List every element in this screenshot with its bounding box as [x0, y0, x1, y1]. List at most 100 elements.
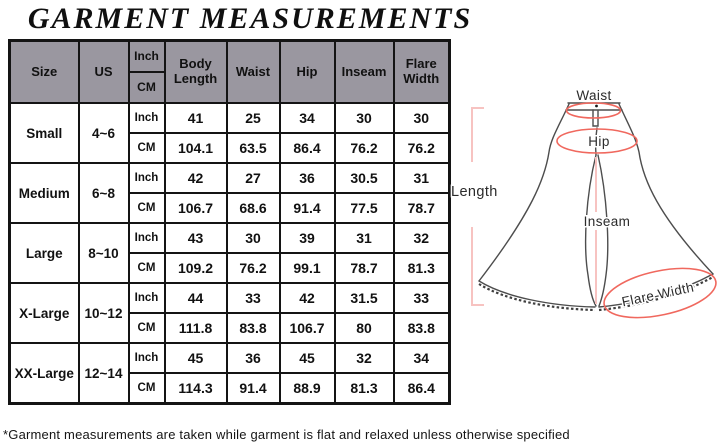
- us-size-value: 6~8: [77, 162, 130, 224]
- cell-value: 83.8: [392, 312, 451, 344]
- table-row-large-inch: Large 8~10 Inch 43 30 39 31 32: [8, 222, 451, 284]
- table-header-row: Size US Inch CM Body Length Waist Hip In…: [8, 39, 451, 104]
- col-header-us: US: [77, 39, 130, 104]
- garment-diagram: Waist Hip Length Inseam Flare Width: [450, 87, 717, 319]
- cell-value: 33: [392, 282, 451, 314]
- hip-label: Hip: [588, 134, 609, 149]
- cell-value: 86.4: [392, 372, 451, 405]
- cell-value: 106.7: [163, 192, 228, 224]
- unit-label-cm: CM: [127, 312, 166, 344]
- col-header-unit: Inch CM: [127, 39, 166, 104]
- cell-value: 68.6: [225, 192, 281, 224]
- pants-outline-icon: [478, 102, 714, 308]
- size-label: Medium: [8, 162, 80, 224]
- col-header-inseam: Inseam: [333, 39, 395, 104]
- length-bracket-icon: [471, 107, 484, 306]
- cell-value: 76.2: [225, 252, 281, 284]
- cell-value: 31: [392, 162, 451, 194]
- cell-value: 63.5: [225, 132, 281, 164]
- page-title: GARMENT MEASUREMENTS: [27, 2, 473, 35]
- cell-value: 45: [163, 342, 228, 374]
- cell-value: 81.3: [392, 252, 451, 284]
- unit-label-inch: Inch: [127, 342, 166, 374]
- unit-header-cm: CM: [137, 79, 156, 94]
- cell-value: 81.3: [333, 372, 395, 405]
- unit-label-inch: Inch: [127, 282, 166, 314]
- cell-value: 45: [278, 342, 336, 374]
- unit-label-cm: CM: [127, 372, 166, 405]
- cell-value: 30.5: [333, 162, 395, 194]
- cell-value: 34: [392, 342, 451, 374]
- cell-value: 104.1: [163, 132, 228, 164]
- table-row-xxlarge-inch: XX-Large 12~14 Inch 45 36 45 32 34: [8, 342, 451, 405]
- cell-value: 25: [225, 102, 281, 134]
- cell-value: 43: [163, 222, 228, 254]
- cell-value: 83.8: [225, 312, 281, 344]
- hem-ruffle-icon: [478, 276, 714, 312]
- cell-value: 33: [225, 282, 281, 314]
- cell-value: 78.7: [392, 192, 451, 224]
- cell-value: 36: [278, 162, 336, 194]
- length-label: Length: [451, 184, 498, 200]
- unit-label-inch: Inch: [127, 102, 166, 134]
- cell-value: 111.8: [163, 312, 228, 344]
- cell-value: 31.5: [333, 282, 395, 314]
- waist-label: Waist: [576, 88, 611, 103]
- unit-header-inch: Inch: [129, 42, 164, 73]
- unit-label-cm: CM: [127, 192, 166, 224]
- col-header-flare-width: Flare Width: [392, 39, 451, 104]
- table-row-medium-inch: Medium 6~8 Inch 42 27 36 30.5 31: [8, 162, 451, 224]
- hip-ellipse-icon: [556, 128, 638, 154]
- cell-value: 86.4: [278, 132, 336, 164]
- cell-value: 76.2: [333, 132, 395, 164]
- cell-value: 30: [333, 102, 395, 134]
- unit-label-inch: Inch: [127, 162, 166, 194]
- cell-value: 39: [278, 222, 336, 254]
- unit-split-cell: Inch CM: [129, 42, 164, 102]
- garment-measurements-table: Size US Inch CM Body Length Waist Hip In…: [8, 39, 451, 405]
- cell-value: 80: [333, 312, 395, 344]
- cell-value: 99.1: [278, 252, 336, 284]
- size-label: Small: [8, 102, 80, 164]
- waist-ellipse-icon: [565, 102, 622, 119]
- cell-value: 77.5: [333, 192, 395, 224]
- size-label: XX-Large: [8, 342, 80, 405]
- col-header-hip: Hip: [278, 39, 336, 104]
- cell-value: 36: [225, 342, 281, 374]
- size-label: X-Large: [8, 282, 80, 344]
- us-size-value: 8~10: [77, 222, 130, 284]
- waistband-button-icon: [595, 104, 598, 108]
- cell-value: 32: [333, 342, 395, 374]
- size-label: Large: [8, 222, 80, 284]
- cell-value: 34: [278, 102, 336, 134]
- cell-value: 88.9: [278, 372, 336, 405]
- cell-value: 109.2: [163, 252, 228, 284]
- footnote: *Garment measurements are taken while ga…: [3, 427, 570, 442]
- us-size-value: 4~6: [77, 102, 130, 164]
- us-size-value: 10~12: [77, 282, 130, 344]
- us-size-value: 12~14: [77, 342, 130, 405]
- cell-value: 27: [225, 162, 281, 194]
- col-header-body-length: Body Length: [163, 39, 228, 104]
- table-row-medium-cm: CM 106.7 68.6 91.4 77.5 78.7: [10, 192, 451, 224]
- cell-value: 91.4: [278, 192, 336, 224]
- inseam-label: Inseam: [584, 214, 631, 229]
- table-row-small-cm: CM 104.1 63.5 86.4 76.2 76.2: [10, 132, 451, 164]
- unit-label-cm: CM: [127, 132, 166, 164]
- cell-value: 44: [163, 282, 228, 314]
- table-row-small-inch: Small 4~6 Inch 41 25 34 30 30: [8, 102, 451, 164]
- table-row-xxlarge-cm: CM 114.3 91.4 88.9 81.3 86.4: [10, 372, 451, 405]
- cell-value: 41: [163, 102, 228, 134]
- cell-value: 42: [278, 282, 336, 314]
- cell-value: 31: [333, 222, 395, 254]
- col-header-waist: Waist: [225, 39, 281, 104]
- col-header-size: Size: [8, 39, 80, 104]
- table-row-xlarge-inch: X-Large 10~12 Inch 44 33 42 31.5 33: [8, 282, 451, 344]
- flare-width-label: Flare Width: [620, 280, 695, 310]
- unit-label-inch: Inch: [127, 222, 166, 254]
- table-row-xlarge-cm: CM 111.8 83.8 106.7 80 83.8: [10, 312, 451, 344]
- cell-value: 76.2: [392, 132, 451, 164]
- cell-value: 91.4: [225, 372, 281, 405]
- cell-value: 78.7: [333, 252, 395, 284]
- table-row-large-cm: CM 109.2 76.2 99.1 78.7 81.3: [10, 252, 451, 284]
